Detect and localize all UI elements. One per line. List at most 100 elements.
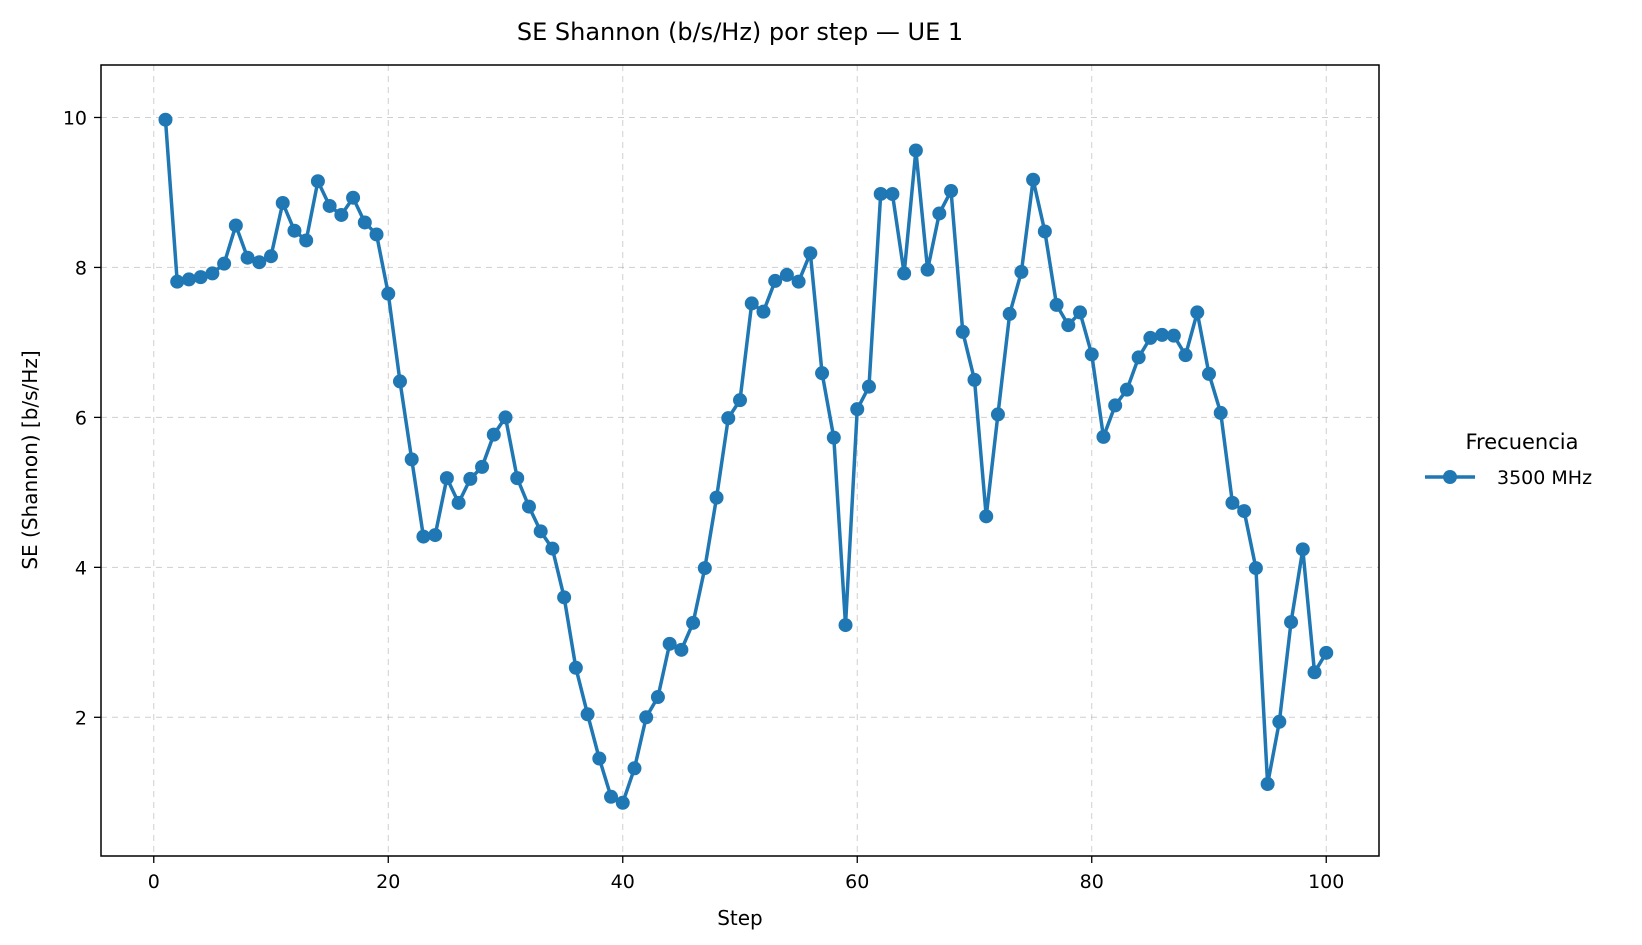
- data-point: [709, 490, 724, 505]
- data-point: [1248, 561, 1263, 576]
- data-point: [615, 795, 630, 810]
- data-point: [920, 262, 935, 277]
- data-point: [944, 183, 959, 198]
- plot-area: [100, 64, 1380, 857]
- data-point: [592, 751, 607, 766]
- data-point: [733, 393, 747, 408]
- data-point: [1295, 542, 1310, 557]
- data-point: [873, 186, 888, 201]
- data-point: [779, 267, 794, 282]
- data-point: [252, 255, 267, 270]
- data-point: [639, 710, 654, 725]
- data-point: [310, 174, 325, 189]
- data-point: [1143, 330, 1158, 345]
- data-point: [533, 524, 548, 539]
- data-point: [885, 186, 900, 201]
- data-point: [451, 495, 466, 510]
- x-tick-label: 40: [611, 871, 635, 893]
- grid-layer: [101, 65, 1379, 856]
- data-point: [1178, 348, 1193, 363]
- data-point: [932, 206, 947, 221]
- data-point: [744, 296, 759, 311]
- data-point: [815, 366, 830, 381]
- data-point: [510, 471, 525, 486]
- series-layer: [158, 112, 1334, 810]
- data-point: [322, 198, 337, 213]
- data-point: [240, 250, 255, 265]
- data-point: [463, 471, 478, 486]
- data-point: [1307, 665, 1322, 680]
- y-tick-label: 10: [63, 107, 87, 129]
- data-point: [275, 195, 290, 210]
- y-tick-label: 6: [75, 407, 87, 429]
- data-point: [1260, 777, 1275, 792]
- data-point: [979, 509, 994, 524]
- data-point: [580, 707, 595, 722]
- data-point: [803, 246, 818, 261]
- data-point: [521, 499, 536, 514]
- data-point: [568, 660, 583, 675]
- data-point: [697, 561, 712, 576]
- data-point: [861, 379, 876, 394]
- data-point: [1073, 305, 1088, 320]
- data-point: [264, 249, 279, 264]
- data-point: [346, 190, 361, 205]
- data-point: [1272, 714, 1287, 729]
- data-point: [181, 272, 196, 287]
- data-point: [1284, 615, 1299, 630]
- data-point: [627, 761, 642, 776]
- x-tick-label: 0: [148, 871, 160, 893]
- data-point: [826, 430, 841, 445]
- data-point: [158, 112, 173, 127]
- data-point: [1131, 350, 1146, 365]
- x-tick-label: 60: [845, 871, 869, 893]
- data-point: [439, 471, 454, 486]
- data-point: [381, 286, 396, 301]
- ticks-layer: 0 20 40 60 80 100 2 4 6 8 10: [63, 107, 1345, 893]
- data-point: [299, 233, 314, 248]
- data-point: [217, 256, 232, 271]
- legend: Frecuencia 3500 MHz: [1425, 430, 1592, 489]
- data-point: [1201, 366, 1216, 381]
- data-point: [662, 636, 677, 651]
- x-tick-label: 100: [1308, 871, 1344, 893]
- series-line: [163, 119, 1328, 805]
- data-point: [674, 642, 689, 657]
- data-point: [990, 407, 1005, 422]
- data-point: [170, 274, 185, 289]
- data-point: [768, 273, 783, 288]
- data-point: [1225, 495, 1240, 510]
- data-point: [1119, 382, 1134, 397]
- data-point: [428, 528, 443, 543]
- y-axis-label: SE (Shannon) [b/s/Hz]: [18, 350, 42, 569]
- data-point: [1166, 328, 1181, 343]
- x-tick-label: 80: [1080, 871, 1104, 893]
- data-point: [1049, 297, 1064, 312]
- data-point: [486, 427, 501, 442]
- data-point: [955, 324, 970, 339]
- data-point: [1108, 398, 1123, 413]
- y-tick-label: 4: [75, 557, 87, 579]
- data-point: [838, 618, 853, 633]
- data-point: [545, 541, 560, 556]
- data-point: [850, 402, 865, 417]
- data-point: [1014, 264, 1029, 279]
- data-point: [193, 270, 208, 285]
- data-point: [1037, 224, 1052, 239]
- data-point: [1096, 429, 1111, 444]
- legend-marker-swatch: [1443, 470, 1457, 484]
- data-point: [908, 143, 923, 158]
- data-point: [334, 207, 349, 222]
- x-tick-label: 20: [376, 871, 400, 893]
- x-axis-label: Step: [717, 906, 763, 930]
- data-point: [756, 304, 771, 319]
- data-point: [287, 223, 302, 238]
- data-point: [205, 266, 220, 281]
- y-tick-label: 8: [75, 257, 87, 279]
- data-point: [1002, 306, 1017, 321]
- data-point: [791, 274, 806, 289]
- data-point: [416, 529, 431, 544]
- data-point: [1061, 318, 1076, 333]
- data-point: [721, 411, 736, 426]
- data-point: [604, 789, 619, 804]
